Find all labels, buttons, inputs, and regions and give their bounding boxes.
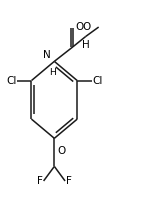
Text: Cl: Cl: [92, 76, 103, 86]
Text: O: O: [82, 22, 90, 32]
Text: H: H: [49, 68, 56, 77]
Text: F: F: [66, 176, 72, 186]
Text: O: O: [57, 146, 65, 156]
Text: O: O: [75, 22, 83, 32]
Text: H: H: [82, 40, 90, 50]
Text: Cl: Cl: [6, 76, 16, 86]
Text: F: F: [37, 176, 42, 186]
Text: N: N: [43, 50, 51, 60]
